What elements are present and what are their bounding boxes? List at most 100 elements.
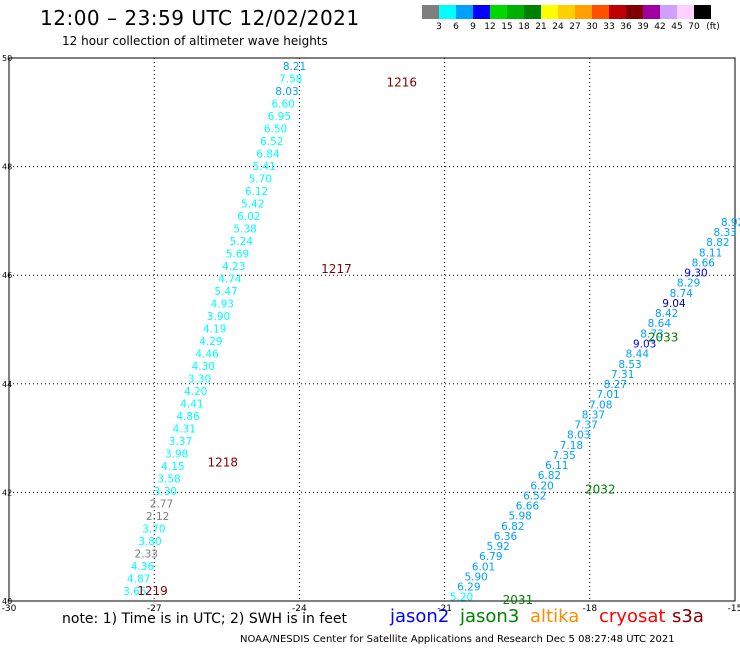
wave-height-value: 5.92 [486, 541, 509, 553]
wave-height-value: 4.36 [131, 561, 155, 573]
wave-height-value: 4.46 [195, 349, 219, 361]
wave-height-value: 6.84 [256, 149, 280, 161]
credit-line: NOAA/NESDIS Center for Satellite Applica… [240, 634, 675, 645]
wave-height-value: 7.58 [279, 74, 302, 86]
wave-height-value: 8.73 [640, 328, 663, 340]
lon-tick-label: -30 [2, 604, 17, 614]
legend-swatch [694, 5, 711, 19]
legend-label: 3 [436, 22, 442, 32]
wave-height-value: 7.18 [560, 440, 583, 452]
footer-note: note: 1) Time is in UTC; 2) SWH is in fe… [62, 611, 348, 627]
wave-height-value: 8.66 [692, 257, 716, 269]
legend-swatch [558, 5, 575, 19]
legend-swatch [677, 5, 694, 19]
wave-height-value: 4.29 [199, 336, 222, 348]
wave-height-value: 7.37 [574, 420, 597, 432]
pass-time-label: 2031 [503, 593, 534, 607]
wave-height-value: 6.12 [245, 186, 268, 198]
satellite-cryosat: cryosat [599, 606, 666, 627]
lat-tick-label: 44 [2, 380, 12, 389]
legend-label: 6 [453, 22, 459, 32]
legend-label: 39 [637, 22, 649, 32]
wave-height-value: 6.60 [271, 99, 294, 111]
wave-height-value: 8.03 [275, 86, 298, 98]
lon-tick-label: -18 [582, 604, 597, 614]
wave-height-value: 5.90 [464, 571, 487, 583]
legend-swatch [575, 5, 592, 19]
wave-height-value: 8.29 [677, 278, 700, 290]
legend-swatch [422, 5, 439, 19]
pass-time-label: 1219 [137, 584, 168, 598]
wave-height-value: 6.52 [260, 136, 283, 148]
wave-height-value: 9.04 [662, 298, 686, 310]
wave-height-value: 8.44 [626, 349, 650, 361]
wave-height-value: 3.65 [123, 586, 146, 598]
legend-swatch [592, 5, 609, 19]
legend-label: 36 [620, 22, 632, 32]
wave-height-value: 5.70 [249, 174, 272, 186]
wave-height-value: 4.87 [127, 574, 150, 586]
lat-tick-label: 50 [2, 54, 12, 63]
wave-height-value: 8.42 [655, 308, 678, 320]
satellite-s3a: s3a [672, 606, 704, 627]
lon-tick-label: -27 [147, 604, 162, 614]
wave-height-value: 6.11 [545, 460, 568, 472]
wave-height-value: 5.41 [252, 161, 275, 173]
wave-height-value: 8.74 [670, 288, 694, 300]
legend-label: 9 [470, 22, 476, 32]
legend-label: 15 [501, 22, 513, 32]
legend-label: 42 [654, 22, 666, 32]
legend-swatch [524, 5, 541, 19]
map-subtitle: 12 hour collection of altimeter wave hei… [62, 34, 328, 48]
wave-height-value: 6.02 [237, 211, 260, 223]
wave-height-value: 8.03 [567, 430, 590, 442]
wave-height-value: 8.11 [699, 247, 722, 259]
wave-height-value: 6.66 [516, 501, 540, 513]
legend-label: 12 [484, 22, 496, 32]
pass-time-label: 2033 [648, 331, 679, 345]
wave-height-value: 3.30 [154, 486, 177, 498]
wave-height-value: 6.82 [501, 521, 524, 533]
legend-swatch [439, 5, 456, 19]
wave-height-value: 6.52 [523, 490, 546, 502]
wave-height-value: 4.23 [222, 261, 245, 273]
wave-height-value: 9.03 [633, 339, 656, 351]
wave-height-value: 3.98 [165, 449, 188, 461]
legend-swatch [609, 5, 626, 19]
wave-height-value: 8.33 [714, 227, 737, 239]
pass-time-label: 1218 [207, 456, 238, 470]
lat-tick-label: 42 [2, 488, 12, 497]
legend-swatch [626, 5, 643, 19]
wave-height-value: 7.35 [552, 450, 575, 462]
wave-height-value: 3.70 [142, 524, 165, 536]
wave-height-value: 3.58 [157, 474, 180, 486]
wave-height-value: 4.74 [218, 274, 242, 286]
wave-height-value: 7.31 [611, 369, 634, 381]
wave-height-value: 5.20 [450, 592, 473, 604]
map-frame [8, 57, 736, 602]
wave-height-value: 4.93 [211, 299, 234, 311]
wave-height-value: 6.01 [472, 561, 495, 573]
pass-time-label: 1216 [387, 75, 418, 89]
wave-height-value: 8.64 [648, 318, 672, 330]
wave-height-value: 5.38 [233, 224, 256, 236]
wave-height-value: 7.01 [596, 389, 619, 401]
legend-swatch [541, 5, 558, 19]
wave-height-value: 6.29 [457, 582, 480, 594]
wave-height-value: 8.82 [706, 237, 729, 249]
satellite-altika: altika [530, 606, 580, 627]
legend-label: 24 [552, 22, 564, 32]
wave-height-value: 4.30 [192, 361, 215, 373]
wave-height-value: 8.53 [618, 359, 641, 371]
wave-height-value: 6.95 [268, 111, 291, 123]
pass-time-label: 2032 [585, 483, 616, 497]
wave-height-value: 8.92 [721, 217, 740, 229]
legend-label: 70 [688, 22, 700, 32]
wave-height-value: 5.98 [508, 511, 531, 523]
wave-height-value: 3.30 [188, 374, 211, 386]
lon-tick-label: -24 [292, 604, 307, 614]
legend-swatch [473, 5, 490, 19]
lat-tick-label: 48 [2, 163, 12, 172]
wave-height-value: 4.41 [180, 399, 203, 411]
